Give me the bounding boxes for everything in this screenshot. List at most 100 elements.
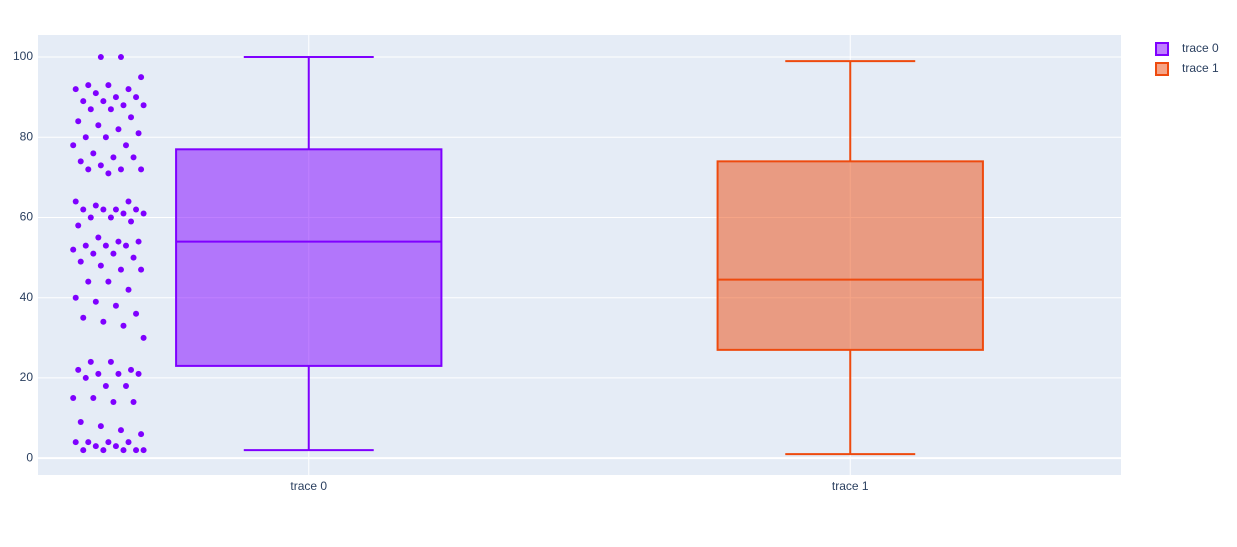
point [135, 238, 142, 245]
point [102, 134, 109, 141]
point [95, 122, 102, 129]
point [133, 206, 140, 213]
point [85, 166, 92, 173]
point [85, 439, 92, 446]
point [120, 210, 127, 217]
point [97, 423, 104, 430]
point [130, 254, 137, 261]
point [120, 102, 127, 109]
y-tick-label: 80 [20, 129, 34, 143]
point [112, 302, 119, 309]
box-group [70, 54, 443, 454]
point [72, 439, 79, 446]
y-tick-label: 0 [26, 450, 33, 464]
point [95, 234, 102, 241]
point [102, 382, 109, 389]
point [130, 399, 137, 406]
point [97, 262, 104, 269]
point [135, 370, 142, 377]
point [133, 447, 140, 454]
point [112, 443, 119, 450]
point [80, 206, 87, 213]
legend-label: trace 0 [1182, 41, 1219, 55]
point [105, 170, 112, 177]
point [87, 106, 94, 113]
point [138, 74, 145, 81]
point [92, 298, 99, 305]
y-tick-label: 20 [20, 370, 34, 384]
point [75, 366, 82, 373]
point [125, 198, 132, 205]
point [133, 310, 140, 317]
legend-label: trace 1 [1182, 61, 1219, 75]
point [112, 206, 119, 213]
point [100, 206, 107, 213]
point [107, 106, 114, 113]
point [117, 266, 124, 273]
point [92, 90, 99, 97]
point [72, 198, 79, 205]
point [90, 150, 97, 157]
point [80, 447, 87, 454]
point [138, 266, 145, 273]
point [112, 94, 119, 101]
point [82, 134, 89, 141]
point [138, 431, 145, 438]
point [85, 82, 92, 89]
point [95, 370, 102, 377]
point [122, 142, 129, 149]
point [120, 322, 127, 329]
point [135, 130, 142, 137]
point [70, 246, 77, 253]
point [140, 102, 147, 109]
point [100, 447, 107, 454]
point [110, 399, 117, 406]
point [92, 443, 99, 450]
y-tick-label: 60 [20, 210, 34, 224]
y-tick-label: 100 [13, 49, 33, 63]
point [70, 394, 77, 401]
point [77, 258, 84, 265]
point [105, 82, 112, 89]
point [130, 154, 137, 161]
point [140, 447, 147, 454]
point [70, 142, 77, 149]
point [77, 158, 84, 165]
box-group [716, 60, 984, 456]
box [716, 160, 984, 351]
point [97, 54, 104, 61]
point [80, 314, 87, 321]
point [100, 98, 107, 105]
point [100, 318, 107, 325]
legend-swatch [1155, 42, 1169, 56]
point [87, 214, 94, 221]
point [75, 222, 82, 229]
point [128, 366, 135, 373]
point [138, 166, 145, 173]
point [80, 98, 87, 105]
point [105, 278, 112, 285]
point [82, 374, 89, 381]
point [115, 370, 122, 377]
point [128, 114, 135, 121]
point [90, 394, 97, 401]
point [128, 218, 135, 225]
point [72, 294, 79, 301]
point [140, 334, 147, 341]
point [122, 242, 129, 249]
box [175, 148, 443, 367]
point [115, 126, 122, 133]
point [107, 358, 114, 365]
legend-swatch [1155, 62, 1169, 76]
point [117, 54, 124, 61]
point [125, 286, 132, 293]
point [85, 278, 92, 285]
point [110, 154, 117, 161]
point [97, 162, 104, 169]
point [133, 94, 140, 101]
point [82, 242, 89, 249]
point [120, 447, 127, 454]
x-tick-label: trace 0 [290, 479, 327, 493]
point [110, 250, 117, 257]
